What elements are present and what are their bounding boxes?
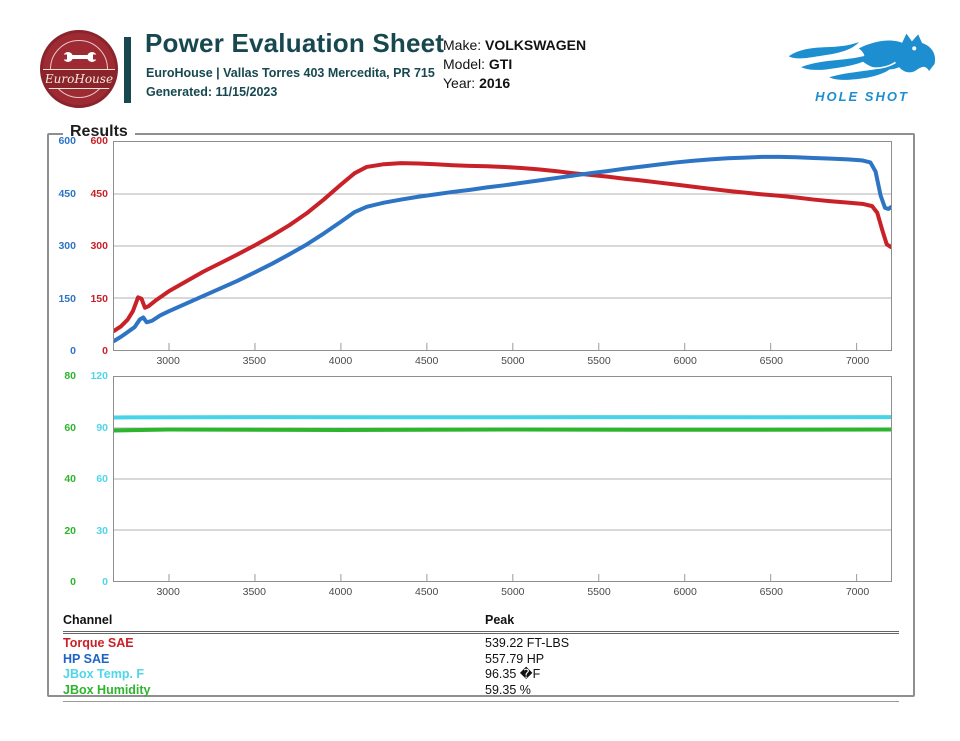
y-tick-label: 450 [90,187,108,200]
horse-icon [788,33,936,80]
channel-name: JBox Temp. F [63,667,145,682]
env-chart-canvas [114,377,891,581]
wrench-icon [62,52,98,62]
x-tick-label: 3500 [242,586,266,598]
peak-table-body: Torque SAE 539.22 FT-LBS HP SAE 557.79 HP JB… [63,634,899,703]
logo-text: EuroHouse [44,72,114,86]
x-tick-label: 3000 [156,586,180,598]
y-tick-label: 20 [64,524,76,537]
peak-table: Channel Peak Torque SAE 539.22 FT-LBS HP S… [63,611,899,703]
x-tick-label: 6500 [759,586,784,598]
peak-value: 557.79 HP [485,651,545,666]
env-chart-plot [113,376,892,582]
series-hp-sae [114,157,891,341]
peak-value: 59.35 % [485,682,531,697]
table-row: JBox Temp. F 96.35 �F [63,667,899,683]
eurohouse-logo: EuroHouse [40,30,118,108]
table-row: JBox Humidity 59.35 % [63,683,899,699]
y-tick-label: 0 [70,576,76,588]
peak-column-header: Peak [485,613,515,627]
year-value: 2016 [479,75,511,91]
power-chart-xlabels: 3000 3500 4000 4500 5000 5500 6000 6500 7000 [113,351,892,372]
peak-table-header: Channel Peak [63,611,899,634]
x-tick-label: 5000 [501,586,525,598]
y-tick-label: 40 [64,473,76,485]
table-row: HP SAE 557.79 HP [63,652,899,668]
power-chart-block: 600 450 300 150 0 600 450 300 150 0 [49,135,913,357]
y-tick-label: 600 [58,135,76,147]
x-tick-label: 7000 [845,586,870,598]
brand-name: HOLE SHOT [815,89,909,104]
model-value: GTI [488,56,513,72]
env-chart-xlabels: 3000 3500 4000 4500 5000 5500 6000 6500 7000 [113,582,892,603]
y-tick-label: 300 [58,240,76,252]
temp-axis-labels: 120 90 60 30 0 [81,370,113,588]
y-tick-label: 150 [90,292,108,305]
channel-name: HP SAE [63,651,110,666]
series-torque-sae [114,163,891,331]
torque-axis-labels: 600 450 300 150 0 [81,135,113,357]
shop-address: EuroHouse | Vallas Torres 403 Mercedita,… [146,66,435,80]
peak-value: 96.35 �F [485,667,541,682]
power-chart-plot [113,141,892,351]
vehicle-year: Year: 2016 [443,74,586,93]
make-label: Make: [443,37,482,53]
generated-date: Generated: 11/15/2023 [146,85,278,99]
env-chart-block: 80 60 40 20 0 120 90 60 30 0 [49,370,913,588]
power-chart-yaxis: 600 450 300 150 0 600 450 300 150 0 [49,135,113,357]
x-tick-label: 6500 [759,355,784,367]
hp-axis-labels: 600 450 300 150 0 [49,135,81,357]
y-tick-label: 80 [64,370,76,382]
x-tick-label: 7000 [845,355,870,367]
x-tick-label: 3000 [156,355,180,367]
y-tick-label: 30 [96,524,108,537]
y-tick-label: 0 [102,345,108,357]
results-panel: Results 600 450 300 150 0 600 450 300 150 0 3000… [47,123,915,703]
x-tick-label: 6000 [673,586,697,598]
x-tick-label: 5000 [501,355,525,367]
y-tick-label: 0 [70,345,76,357]
y-tick-label: 300 [90,240,108,252]
series-jbox-humidity [114,430,891,431]
title-accent-bar [124,37,131,103]
year-label: Year: [443,75,476,91]
channel-name: JBox Humidity [63,682,151,697]
channel-name: Torque SAE [63,636,134,650]
humidity-axis-labels: 80 60 40 20 0 [49,370,81,588]
table-row: Torque SAE 539.22 FT-LBS [63,636,899,652]
y-tick-label: 450 [58,187,76,200]
vehicle-info: Make: VOLKSWAGEN Model: GTI Year: 2016 [443,36,586,93]
vehicle-model: Model: GTI [443,55,586,74]
power-chart-canvas [114,142,891,350]
env-chart-yaxis: 80 60 40 20 0 120 90 60 30 0 [49,370,113,588]
y-tick-label: 60 [64,421,76,434]
horse-eye [912,46,917,51]
x-tick-label: 4000 [328,355,353,367]
model-label: Model: [443,56,486,72]
x-tick-label: 5500 [587,586,611,598]
y-tick-label: 0 [102,576,108,588]
x-tick-label: 4500 [414,586,439,598]
x-tick-label: 5500 [587,355,611,367]
x-tick-label: 4500 [414,355,439,367]
x-tick-label: 4000 [328,586,353,598]
x-tick-label: 6000 [673,355,697,367]
holeshot-logo: HOLE SHOT [782,28,942,110]
y-tick-label: 600 [90,135,108,147]
results-legend: Results [63,123,135,141]
y-tick-label: 60 [96,473,108,485]
vehicle-make: Make: VOLKSWAGEN [443,36,586,55]
make-value: VOLKSWAGEN [485,37,587,53]
peak-value: 539.22 FT-LBS [485,636,570,650]
x-tick-label: 3500 [242,355,266,367]
y-tick-label: 120 [90,370,108,382]
logo-banner: EuroHouse [43,69,115,89]
y-tick-label: 90 [96,421,108,434]
page-title: Power Evaluation Sheet [145,28,445,58]
y-tick-label: 150 [58,292,76,305]
channel-column-header: Channel [63,613,113,627]
